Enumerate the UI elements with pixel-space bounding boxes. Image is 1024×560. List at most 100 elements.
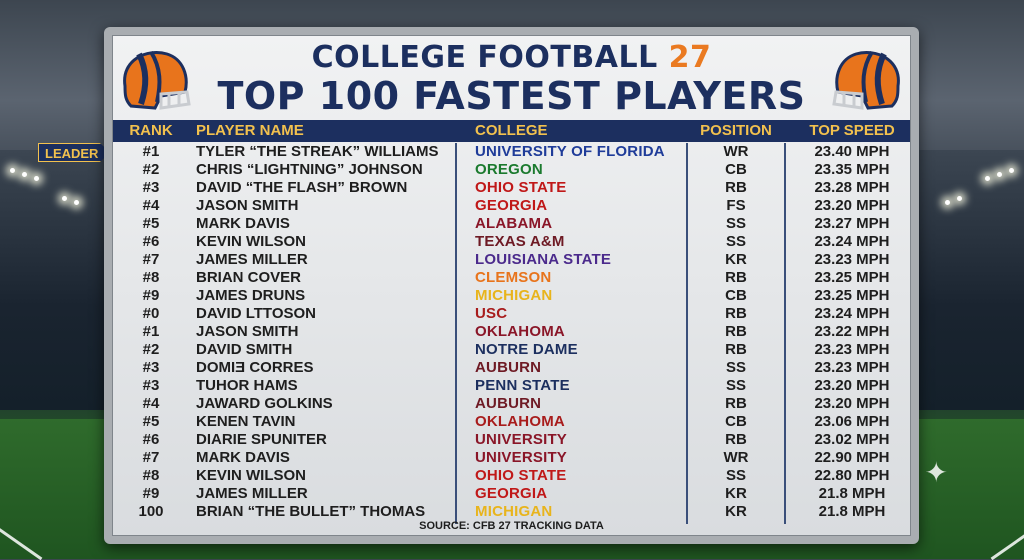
rank-cell: #7	[142, 251, 160, 268]
top-speed-cell: 23.25 MPH	[814, 269, 890, 286]
leaderboard-header: COLLEGE FOOTBALL 27 TOP 100 FASTEST PLAY…	[113, 36, 910, 120]
college-cell: MICHIGAN	[475, 503, 553, 520]
table-row: #3 DAVID “THE FLASH” BROWN OHIO STATE RB 23.…	[113, 179, 910, 197]
table-row: #1 JASON SMITH OKLAHOMA RB 23.22 MPH	[113, 323, 910, 341]
table-row: #6 KEVIN WILSON TEXAS A&M SS 23.24 MPH	[113, 233, 910, 251]
position-cell: SS	[725, 467, 746, 484]
top-speed-cell: 23.28 MPH	[814, 179, 890, 196]
table-row: #3 DOMIƎ CORRES AUBURN SS 23.23 MPH	[113, 359, 910, 377]
rank-cell: #1	[142, 143, 160, 160]
position-cell: RB	[725, 179, 747, 196]
title-prefix: COLLEGE FOOTBALL	[311, 40, 669, 75]
top-speed-cell: 23.23 MPH	[814, 341, 890, 358]
table-row: #0 DAVID LTTOSON USC RB 23.24 MPH	[113, 305, 910, 323]
college-cell: OHIO STATE	[475, 179, 567, 196]
yard-line	[990, 477, 1024, 560]
title-number: 27	[668, 40, 712, 75]
position-cell: CB	[725, 161, 747, 178]
position-cell: SS	[725, 377, 746, 394]
top-speed-cell: 23.40 MPH	[814, 143, 890, 160]
column-header-speed: TOP SPEED	[809, 122, 895, 139]
rank-cell: #3	[142, 179, 160, 196]
top-speed-cell: 22.90 MPH	[814, 449, 890, 466]
player-name-cell: JAMES MILLER	[196, 251, 308, 268]
player-name-cell: TYLER “THE STREAK” WILLIAMS	[196, 143, 439, 160]
top-speed-cell: 23.35 MPH	[814, 161, 890, 178]
position-cell: RB	[725, 269, 747, 286]
stadium-stands-right	[914, 150, 1024, 410]
stadium-light	[945, 200, 950, 205]
college-cell: OHIO STATE	[475, 467, 567, 484]
top-speed-cell: 23.24 MPH	[814, 233, 890, 250]
player-name-cell: JAMES DRUNS	[196, 287, 306, 304]
player-name-cell: MARK DAVIS	[196, 215, 290, 232]
college-cell: AUBURN	[475, 359, 542, 376]
table-row: #8 KEVIN WILSON OHIO STATE SS 22.80 MPH	[113, 467, 910, 485]
college-cell: OKLAHOMA	[475, 413, 565, 430]
top-speed-cell: 21.8 MPH	[818, 485, 886, 502]
college-cell: MICHIGAN	[475, 287, 553, 304]
top-speed-cell: 23.20 MPH	[814, 197, 890, 214]
player-name-cell: DOMIƎ CORRES	[196, 359, 314, 376]
stadium-light	[74, 200, 79, 205]
player-name-cell: BRIAN COVER	[196, 269, 302, 286]
sparkle-icon: ✦	[924, 456, 948, 489]
table-row: #8 BRIAN COVER CLEMSON RB 23.25 MPH	[113, 269, 910, 287]
column-header-rank: RANK	[129, 122, 173, 139]
rank-cell: #8	[142, 269, 160, 286]
player-name-cell: MARK DAVIS	[196, 449, 290, 466]
college-cell: USC	[475, 305, 508, 322]
player-name-cell: DAVID “THE FLASH” BROWN	[196, 179, 408, 196]
position-cell: RB	[725, 305, 747, 322]
player-name-cell: DAVID SMITH	[196, 341, 293, 358]
college-cell: GEORGIA	[475, 485, 548, 502]
college-cell: OKLAHOMA	[475, 323, 565, 340]
college-cell: OREGON	[475, 161, 543, 178]
top-speed-cell: 23.06 MPH	[814, 413, 890, 430]
column-header-name: PLAYER NAME	[196, 122, 304, 139]
rank-cell: #0	[142, 305, 160, 322]
position-cell: RB	[725, 323, 747, 340]
position-cell: CB	[725, 287, 747, 304]
rank-cell: #9	[142, 485, 160, 502]
position-cell: SS	[725, 233, 746, 250]
top-speed-cell: 21.8 MPH	[818, 503, 886, 520]
rank-cell: #7	[142, 449, 160, 466]
top-speed-cell: 22.80 MPH	[814, 467, 890, 484]
column-header-position: POSITION	[700, 122, 772, 139]
player-name-cell: TUHOR HAMS	[196, 377, 298, 394]
top-speed-cell: 23.23 MPH	[814, 251, 890, 268]
college-cell: TEXAS A&M	[475, 233, 565, 250]
college-cell: AUBURN	[475, 395, 542, 412]
position-cell: WR	[723, 143, 749, 160]
stadium-light	[62, 196, 67, 201]
college-cell: GEORGIA	[475, 197, 548, 214]
stadium-light	[957, 196, 962, 201]
player-name-cell: BRIAN “THE BULLET” THOMAS	[196, 503, 426, 520]
table-row: #6 DIARIE SPUNITER UNIVERSITY RB 23.02 MPH	[113, 431, 910, 449]
column-header-college: COLLEGE	[475, 122, 548, 139]
college-cell: ALABAMA	[475, 215, 553, 232]
table-row: #7 MARK DAVIS UNIVERSITY WR 22.90 MPH	[113, 449, 910, 467]
column-divider	[784, 143, 786, 524]
rank-cell: #6	[142, 431, 160, 448]
position-cell: KR	[725, 485, 747, 502]
college-cell: UNIVERSITY OF FLORIDA	[475, 143, 665, 160]
position-cell: FS	[726, 197, 746, 214]
rank-cell: #8	[142, 467, 160, 484]
table-row: #1 TYLER “THE STREAK” WILLIAMS UNIVERSITY …	[113, 143, 910, 161]
table-row: #2 DAVID SMITH NOTRE DAME RB 23.23 MPH	[113, 341, 910, 359]
rank-cell: #1	[142, 323, 160, 340]
table-row: #4 JASON SMITH GEORGIA FS 23.20 MPH	[113, 197, 910, 215]
top-speed-cell: 23.24 MPH	[814, 305, 890, 322]
college-cell: LOUISIANA STATE	[475, 251, 612, 268]
stadium-light	[34, 176, 39, 181]
table-row: #5 KENEN TAVIN OKLAHOMA CB 23.06 MPH	[113, 413, 910, 431]
college-cell: NOTRE DAME	[475, 341, 578, 358]
leaderboard-inner: COLLEGE FOOTBALL 27 TOP 100 FASTEST PLAY…	[112, 35, 911, 536]
table-row: #7 JAMES MILLER LOUISIANA STATE KR 23.23 MPH	[113, 251, 910, 269]
leader-tag: LEADER	[38, 143, 110, 162]
position-cell: KR	[725, 251, 747, 268]
football-helmet-icon	[832, 50, 900, 110]
rank-cell: #9	[142, 287, 160, 304]
